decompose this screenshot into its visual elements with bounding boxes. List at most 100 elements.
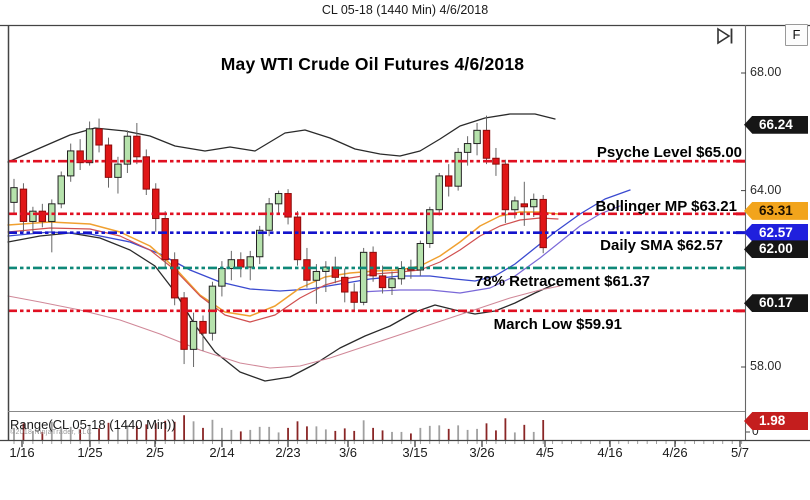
price-badge-62.57: 62.57	[744, 223, 808, 242]
range-bar-3/19	[419, 427, 422, 440]
range-bar-1/31	[117, 427, 119, 440]
candle-3/20	[426, 209, 434, 245]
range-bar-3/23	[457, 425, 460, 440]
candle-4/3	[511, 200, 519, 211]
candle-1/26	[85, 128, 94, 164]
range-bar-1/26	[88, 424, 91, 440]
y-axis-label: 68.00	[750, 65, 782, 79]
annotation-daily-sma: Daily SMA $62.57	[600, 237, 723, 254]
annotation-bollinger-mp: Bollinger MP $63.21	[595, 198, 737, 215]
range-bar-2/22	[258, 426, 261, 440]
range-bar-3/29	[495, 430, 497, 440]
range-bar-1/29	[98, 428, 100, 440]
range-bar-2/13	[202, 427, 204, 440]
annotation-78-retracement: 78% Retracement $61.37	[474, 273, 650, 290]
range-bar-2/7	[164, 420, 167, 440]
window-title: CL 05-18 (1440 Min) 4/6/2018	[321, 3, 489, 17]
range-bar-3/13	[381, 430, 384, 440]
range-panel-label: Range(CL 05-18 (1440 Min))	[10, 417, 176, 432]
range-bar-3/5	[324, 429, 327, 440]
range-bar-4/4	[523, 424, 526, 440]
price-badge-62.00: 62.00	[744, 240, 808, 259]
range-bar-3/7	[343, 428, 346, 440]
range-bar-1/18	[32, 430, 34, 440]
candle-2/16	[227, 259, 236, 270]
x-axis-label-5/7: 5/7	[730, 445, 750, 460]
y-axis-label: 58.00	[750, 359, 782, 373]
x-axis-label-2/23: 2/23	[275, 445, 301, 460]
candle-2/9	[180, 297, 188, 350]
range-value-badge: 1.98	[744, 412, 808, 430]
range-bar-3/8	[353, 430, 356, 440]
range-bar-1/19	[41, 431, 44, 440]
candle-1/23	[57, 175, 65, 205]
range-bar-3/16	[410, 433, 412, 440]
x-axis-label-4/5: 4/5	[535, 445, 555, 460]
range-bar-3/14	[391, 431, 393, 440]
candle-3/1	[303, 259, 311, 281]
pink-moving-average	[7, 285, 561, 369]
x-axis-label-3/26: 3/26	[469, 445, 495, 460]
range-bar-3/28	[485, 423, 488, 440]
range-bar-3/21	[438, 425, 441, 440]
candle-3/27	[473, 129, 481, 145]
candle-3/14	[388, 278, 396, 289]
candle-2/23	[265, 203, 273, 231]
x-axis-label-4/16: 4/16	[597, 445, 623, 460]
candle-3/22	[445, 175, 453, 187]
range-bar-1/30	[107, 422, 110, 440]
range-bar-2/28	[296, 421, 299, 440]
range-bar-2/5	[145, 424, 148, 440]
range-bar-2/20	[239, 431, 242, 440]
range-bar-1/22	[50, 421, 53, 440]
candle-1/29	[95, 128, 103, 146]
candle-1/24	[67, 150, 75, 177]
bollinger-lower-band	[7, 232, 556, 382]
x-axis-label-2/14: 2/14	[209, 445, 235, 460]
range-bar-2/1	[126, 425, 129, 440]
candle-2/15	[218, 268, 226, 287]
candle-3/15	[397, 268, 406, 280]
range-bar-2/27	[287, 427, 289, 440]
candle-1/17	[19, 188, 28, 222]
range-bar-2/21	[249, 429, 252, 440]
range-bar-2/8	[173, 421, 176, 440]
x-axis-label-3/6: 3/6	[338, 445, 358, 460]
range-bar-2/2	[135, 425, 138, 440]
play-to-end-icon[interactable]	[715, 26, 737, 51]
candle-2/13	[199, 320, 207, 334]
range-bar-3/15	[400, 431, 403, 440]
candle-4/2	[501, 163, 510, 211]
candle-2/27	[284, 193, 292, 218]
candle-1/19	[38, 210, 47, 222]
range-bar-2/6	[154, 423, 157, 440]
candle-1/25	[76, 150, 84, 164]
range-bar-2/14	[211, 419, 214, 440]
orange-moving-average	[7, 211, 559, 317]
range-bar-3/6	[334, 430, 337, 440]
range-bar-3/20	[428, 425, 431, 440]
violet-moving-average	[359, 205, 621, 294]
candle-3/26	[463, 143, 472, 153]
x-axis-label-2/5: 2/5	[145, 445, 165, 460]
range-zero-label: 0	[752, 424, 759, 438]
candle-3/7	[341, 276, 349, 293]
candle-3/8	[350, 291, 358, 303]
range-bar-1/25	[79, 429, 82, 440]
range-bar-2/12	[192, 421, 195, 440]
candle-2/21	[246, 256, 254, 268]
x-axis-label-3/15: 3/15	[402, 445, 428, 460]
candle-1/31	[114, 163, 122, 178]
range-bar-2/16	[230, 429, 233, 440]
price-badge-60.17: 60.17	[744, 294, 808, 313]
candle-2/26	[274, 193, 283, 205]
candle-3/12	[369, 251, 377, 277]
range-bar-3/27	[476, 428, 478, 440]
y-axis-label: 64.00	[750, 182, 782, 197]
price-badge-66.24: 66.24	[744, 115, 808, 134]
bollinger-upper-band	[7, 113, 556, 163]
chart-title: May WTI Crude Oil Futures 4/6/2018	[220, 54, 525, 74]
x-axis-label-1/25: 1/25	[77, 445, 103, 460]
f-button[interactable]: F	[785, 24, 808, 46]
